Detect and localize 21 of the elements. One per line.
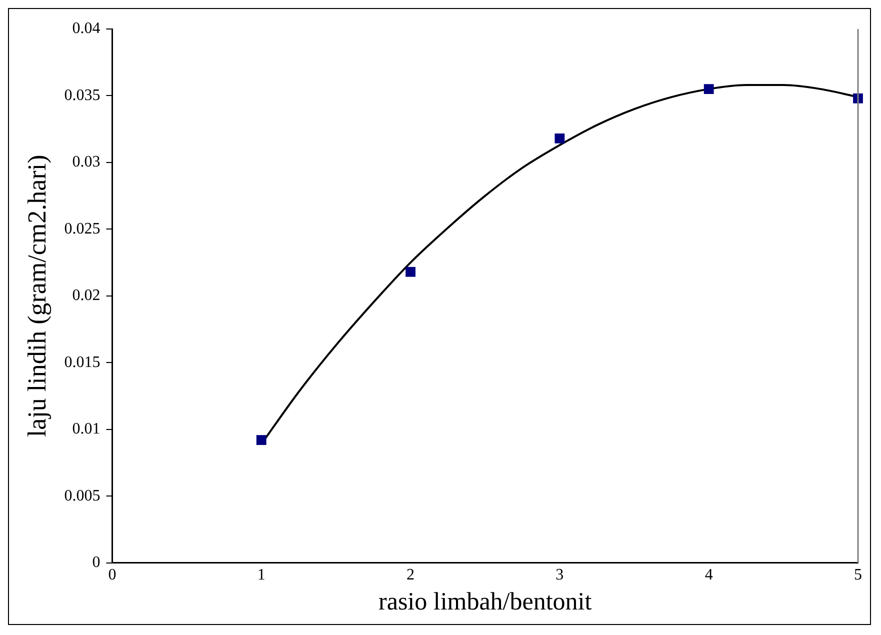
y-tick-label: 0.03 (72, 154, 100, 171)
y-tick-label: 0.02 (72, 287, 100, 304)
x-tick-label: 3 (556, 566, 564, 584)
x-tick-label: 5 (854, 566, 862, 584)
point (256, 435, 266, 445)
x-tick-label: 4 (704, 566, 713, 584)
x-tick-label: 1 (257, 566, 266, 584)
y-tick-label: 0.025 (64, 220, 100, 238)
point (406, 266, 416, 277)
y-axis-title: laju lindih (gram/cm2.hari) (22, 154, 52, 438)
x-tick-label: 0 (108, 566, 116, 584)
y-tick-label: 0.01 (72, 420, 100, 438)
x-tick-label: 2 (406, 566, 415, 584)
y-tick-label: 0 (92, 554, 100, 572)
y-tick-label: 0.035 (64, 86, 100, 104)
x-axis-title: rasio limbah/bentonit (378, 588, 592, 616)
point (704, 84, 714, 94)
point (554, 133, 565, 144)
y-tick-label: 0.005 (64, 487, 100, 504)
y-tick-label: 0.04 (72, 20, 100, 38)
y-tick-label: 0.015 (64, 354, 100, 371)
